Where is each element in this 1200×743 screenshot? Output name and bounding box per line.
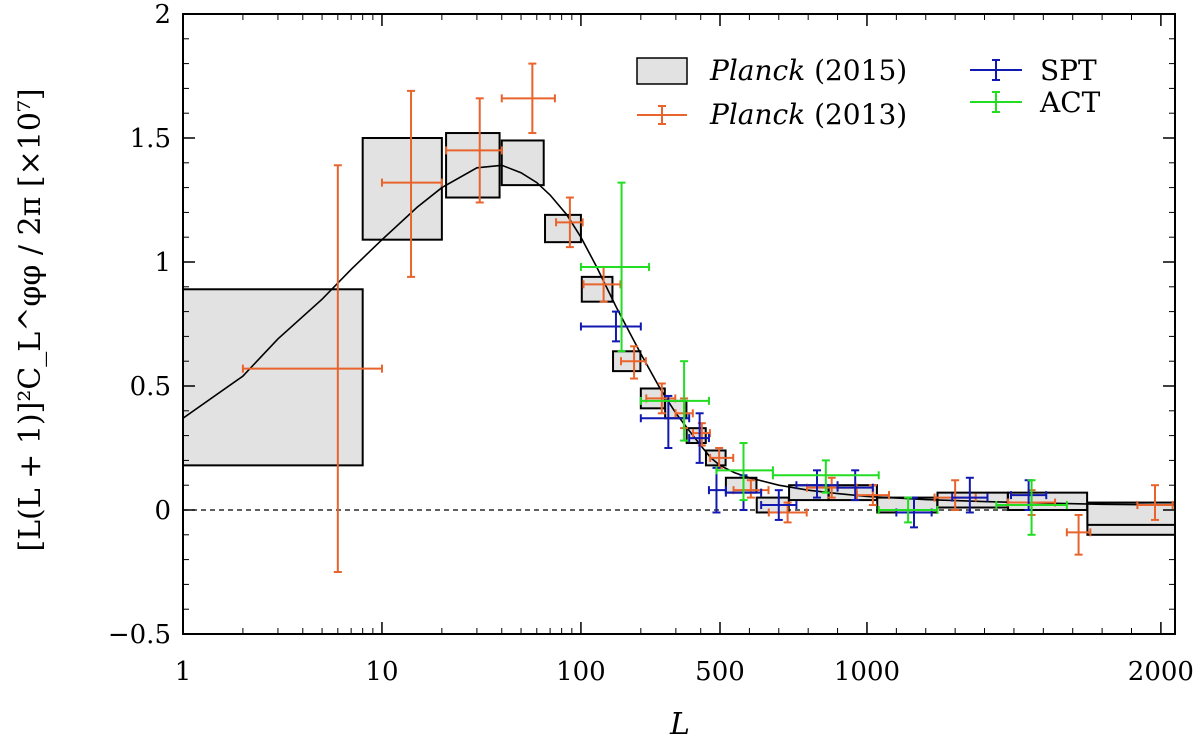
- planck2013-point: [933, 479, 977, 511]
- planck2013-point: [380, 89, 443, 278]
- spt-point: [951, 476, 989, 514]
- planck2013-point: [445, 97, 503, 204]
- spt-point: [579, 310, 642, 343]
- planck2013-point: [500, 62, 556, 135]
- planck2013-point: [620, 345, 647, 380]
- y-tick-label: −0.5: [108, 620, 171, 650]
- legend-act-swatch: [970, 91, 1022, 113]
- y-tick-label: 1.5: [130, 124, 171, 154]
- legend-planck2015-swatch: [636, 57, 688, 85]
- act-point: [639, 360, 710, 442]
- legend-planck2013-swatch: [637, 105, 687, 125]
- y-axis-label: [L(L + 1)]²C_L^φφ / 2π [×10⁷]: [13, 88, 48, 551]
- planck2013-point: [241, 164, 383, 573]
- legend-spt-label: SPT: [1040, 54, 1097, 87]
- y-tick-label: 0: [154, 496, 171, 526]
- act-point: [771, 459, 880, 494]
- legend-act-label: ACT: [1039, 86, 1101, 119]
- legend-year: (2015): [805, 54, 907, 87]
- y-tick-label: 0.5: [130, 372, 171, 402]
- legend-italic: Planck: [709, 98, 805, 131]
- plot-frame: [182, 13, 1176, 635]
- x-tick-label: 500: [695, 657, 745, 687]
- act-point: [995, 479, 1068, 536]
- x-tick-label: 100: [556, 657, 606, 687]
- legend-italic: Planck: [709, 54, 805, 87]
- planck2015-box: [361, 137, 443, 241]
- act-point: [877, 496, 939, 524]
- planck2013-point: [1136, 484, 1174, 521]
- spt-point: [688, 412, 710, 464]
- y-tick-label: 2: [154, 0, 171, 30]
- legend-planck2015-label: Planck (2015): [709, 54, 907, 87]
- spt-point: [760, 489, 798, 521]
- planck2013-point: [1065, 513, 1092, 556]
- spt-point: [707, 466, 727, 514]
- axes: −0.5 0 0.5 1 1.5 2 1 10 100 500 1000 2000: [108, 0, 1194, 687]
- plot-inner: [183, 62, 1175, 573]
- planck2015-box: [580, 275, 614, 303]
- spt-point: [836, 469, 874, 502]
- legend-year: (2013): [805, 98, 907, 131]
- spt-point: [639, 394, 691, 449]
- theory-curve: [183, 164, 1175, 506]
- act-point: [715, 442, 774, 502]
- x-tick-label: 10: [365, 657, 398, 687]
- y-tick-label: 1: [154, 248, 171, 278]
- legend-spt-swatch: [970, 59, 1022, 81]
- x-axis-label: L: [669, 707, 690, 742]
- planck2015-box: [183, 288, 364, 467]
- legend-planck2013-label: Planck (2013): [709, 98, 907, 131]
- x-tick-label: 1: [175, 657, 192, 687]
- x-tick-label: 1000: [834, 657, 900, 687]
- planck2015-box: [445, 132, 501, 199]
- plot-area: [183, 62, 1175, 573]
- planck2013-point: [555, 196, 584, 249]
- act-point: [579, 181, 651, 353]
- planck2013-point: [855, 484, 891, 507]
- planck2015-box: [500, 139, 545, 187]
- x-tick-label: 2000: [1128, 657, 1194, 687]
- planck2013-point: [732, 479, 770, 499]
